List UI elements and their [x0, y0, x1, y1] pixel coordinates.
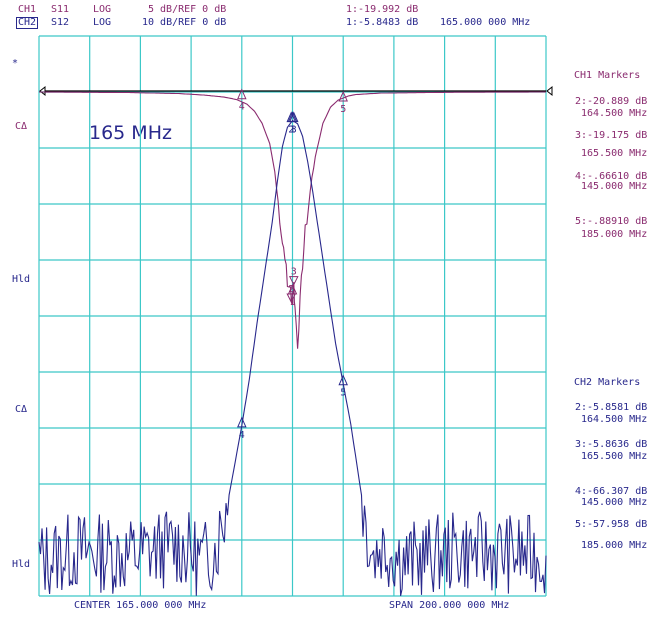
- ch1-marker-3-label: 3: [291, 267, 297, 278]
- ch2-marker-4: [237, 416, 247, 428]
- ch2-correction-annotation: CΔ: [15, 404, 28, 415]
- ch2-marker-readout: 1:-5.8483 dB: [346, 17, 419, 28]
- ch2-label[interactable]: CH2: [16, 17, 39, 29]
- ch2-marker4-value: 4:-66.307 dB: [575, 486, 648, 497]
- ch2-parameter: S12: [51, 17, 70, 28]
- ch2-marker-5: [338, 374, 348, 386]
- ch1-marker-5: [338, 90, 348, 102]
- ch2-marker-4-label: 4: [239, 430, 245, 441]
- ch1-marker3-value: 3:-19.175 dB: [575, 130, 648, 141]
- ch1-markers-title: CH1 Markers: [574, 70, 641, 81]
- ch2-marker-2-label: 2: [288, 125, 294, 136]
- ch1-marker-2: [286, 293, 297, 304]
- ch1-marker-3: [288, 276, 299, 286]
- span-footer: SPAN 200.000 000 MHz: [389, 600, 510, 611]
- reference-line: [39, 85, 553, 97]
- ch1-hold-annotation: Hld: [12, 274, 31, 285]
- ch1-correction-annotation: CΔ: [15, 121, 28, 132]
- ch2-marker-3-label: 3: [291, 125, 297, 136]
- ch2-marker4-frequency: 145.000 MHz: [581, 497, 648, 508]
- ch1-marker-4-label: 4: [239, 102, 245, 113]
- ch2-marker5-frequency: 185.000 MHz: [581, 540, 648, 551]
- reference-right-arrow: [546, 85, 553, 97]
- ch2-marker5-value: 5:-57.958 dB: [575, 519, 648, 530]
- reference-left-arrow: [39, 85, 46, 97]
- ch1-marker-1-label: 1: [290, 297, 296, 308]
- ch1-marker-readout: 1:-19.992 dB: [346, 4, 419, 15]
- ch1-marker-2-label: 2: [288, 284, 294, 295]
- ch1-scale: 5 dB/REF 0 dB: [148, 4, 227, 15]
- ch2-marker-5-label: 5: [340, 388, 346, 399]
- ch1-parameter: S11: [51, 4, 70, 15]
- ch2-marker3-value: 3:-5.8636 dB: [575, 439, 648, 450]
- ch2-markers-title: CH2 Markers: [574, 377, 641, 388]
- ch2-marker2-value: 2:-5.8581 dB: [575, 402, 648, 413]
- ch1-marker-5-label: 5: [340, 104, 346, 115]
- ch2-hold-annotation: Hld: [12, 559, 31, 570]
- ch1-marker-4: [237, 88, 247, 100]
- ch2-marker2-frequency: 164.500 MHz: [581, 414, 648, 425]
- ch1-marker4-value: 4:-.66610 dB: [575, 171, 648, 182]
- ch1-format: LOG: [93, 4, 112, 15]
- star-annotation: *: [12, 58, 19, 69]
- ch1-marker2-value: 2:-20.889 dB: [575, 96, 648, 107]
- center-frequency-label: 165 MHz: [89, 122, 172, 144]
- ch2-format: LOG: [93, 17, 112, 28]
- ch1-marker2-frequency: 164.500 MHz: [581, 108, 648, 119]
- ch2-marker3-frequency: 165.500 MHz: [581, 451, 648, 462]
- center-frequency-footer: CENTER 165.000 000 MHz: [74, 600, 207, 611]
- ch1-marker5-value: 5:-.88910 dB: [575, 216, 648, 227]
- ch1-marker4-frequency: 145.000 MHz: [581, 181, 648, 192]
- ch2-marker-3: [288, 111, 299, 123]
- ch1-marker3-frequency: 165.500 MHz: [581, 148, 648, 159]
- ch2-scale: 10 dB/REF 0 dB: [142, 17, 227, 28]
- ch2-marker-1-label: 1: [290, 125, 296, 136]
- ch1-s11-trace: [39, 91, 546, 349]
- ch1-label: CH1: [18, 4, 37, 15]
- marker-frequency: 165.000 000 MHz: [440, 17, 531, 28]
- ch1-marker5-frequency: 185.000 MHz: [581, 229, 648, 240]
